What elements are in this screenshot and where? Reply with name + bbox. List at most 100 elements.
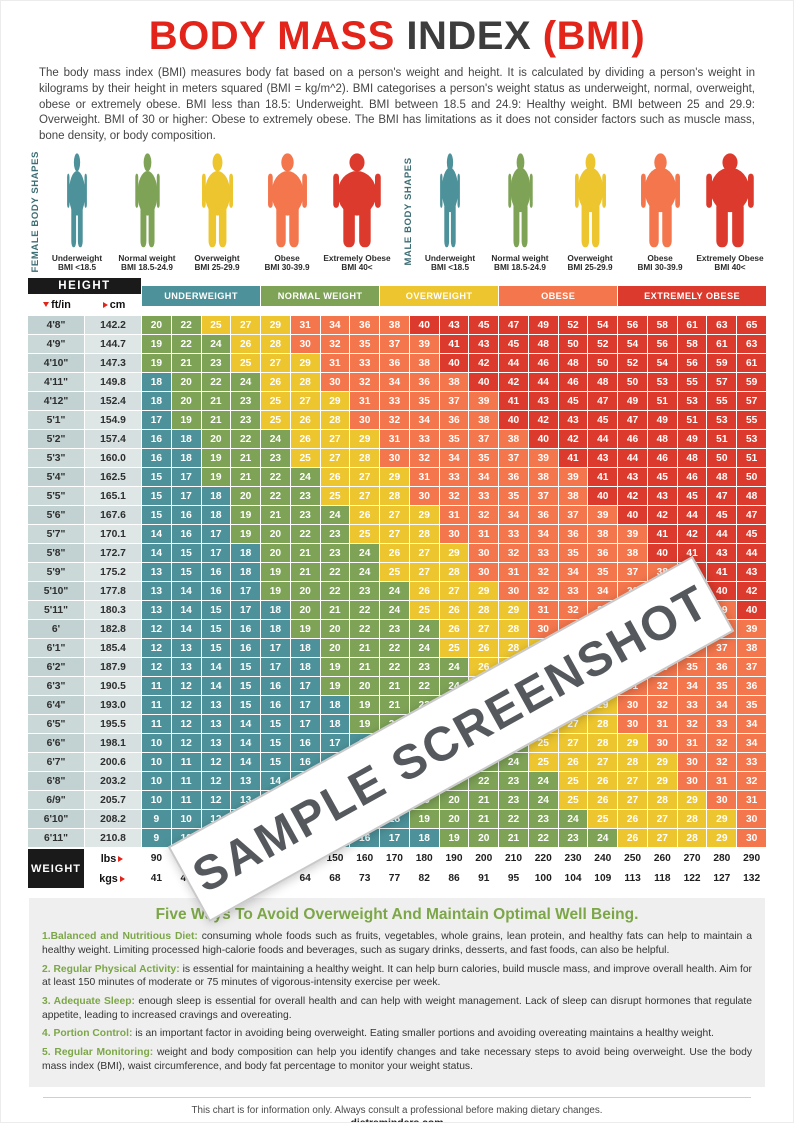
bmi-value-cell: 24 bbox=[439, 658, 469, 677]
male-figure-normal-weight: Normal weight BMI 18.5-24.9 bbox=[485, 153, 555, 272]
female-silhouette-icon bbox=[267, 153, 307, 248]
bmi-value-cell: 11 bbox=[171, 772, 201, 791]
bmi-value-cell: 32 bbox=[469, 506, 499, 525]
bmi-value-cell: 27 bbox=[320, 430, 350, 449]
bmi-value-cell: 21 bbox=[231, 468, 261, 487]
bmi-value-cell: 49 bbox=[618, 392, 647, 411]
bmi-value-cell: 24 bbox=[261, 430, 290, 449]
female-body-shapes-panel: FEMALE BODY SHAPES Underweight BMI <18.5 N… bbox=[29, 151, 392, 272]
bmi-value-cell: 26 bbox=[290, 411, 320, 430]
figure-bmi-range: BMI 40< bbox=[341, 263, 373, 273]
bmi-value-cell: 45 bbox=[707, 506, 737, 525]
bmi-value-cell: 45 bbox=[469, 316, 499, 335]
bmi-value-cell: 27 bbox=[439, 582, 469, 601]
bmi-value-cell: 57 bbox=[737, 392, 766, 411]
bmi-value-cell: 30 bbox=[439, 525, 469, 544]
tips-heading: Five Ways To Avoid Overweight And Mainta… bbox=[155, 906, 639, 924]
bmi-value-cell: 33 bbox=[439, 468, 469, 487]
bmi-value-cell: 30 bbox=[618, 696, 647, 715]
bmi-value-cell: 46 bbox=[618, 430, 647, 449]
bmi-value-cell: 18 bbox=[320, 715, 350, 734]
bmi-value-cell: 54 bbox=[588, 316, 618, 335]
bmi-value-cell: 53 bbox=[707, 411, 737, 430]
bmi-value-cell: 48 bbox=[528, 335, 558, 354]
bmi-value-cell: 21 bbox=[350, 639, 380, 658]
bmi-value-cell: 23 bbox=[201, 354, 231, 373]
bmi-value-cell: 14 bbox=[231, 734, 261, 753]
bmi-value-cell: 52 bbox=[558, 316, 588, 335]
tip-item-5: 5. Regular Monitoring: weight and body c… bbox=[42, 1046, 752, 1073]
height-ftin-cell: 4'10" bbox=[28, 354, 84, 373]
height-ftin-cell: 4'9" bbox=[28, 335, 84, 354]
bmi-value-cell: 28 bbox=[439, 563, 469, 582]
bmi-value-cell: 18 bbox=[142, 392, 171, 411]
bmi-value-cell: 32 bbox=[409, 449, 439, 468]
bmi-value-cell: 53 bbox=[677, 392, 707, 411]
height-ftin-cell: 5'2" bbox=[28, 430, 84, 449]
bmi-value-cell: 25 bbox=[409, 601, 439, 620]
bmi-value-cell: 47 bbox=[618, 411, 647, 430]
bmi-value-cell: 10 bbox=[171, 810, 201, 829]
bmi-value-cell: 17 bbox=[380, 829, 409, 848]
height-cm-cell: 165.1 bbox=[85, 487, 141, 506]
weight-lbs-cell: 210 bbox=[499, 849, 528, 869]
height-ftin-cell: 6'7" bbox=[28, 753, 84, 772]
bmi-value-cell: 47 bbox=[499, 316, 528, 335]
bmi-value-cell: 28 bbox=[618, 753, 647, 772]
tip-text: is an important factor in avoiding being… bbox=[132, 1028, 714, 1040]
bmi-value-cell: 29 bbox=[350, 430, 380, 449]
male-figure-underweight: Underweight BMI <18.5 bbox=[415, 153, 485, 272]
bmi-value-cell: 22 bbox=[499, 810, 528, 829]
bmi-value-cell: 29 bbox=[618, 734, 647, 753]
bmi-value-cell: 17 bbox=[201, 525, 231, 544]
height-ftin-cell: 6'11" bbox=[28, 829, 84, 848]
bmi-value-cell: 35 bbox=[558, 544, 588, 563]
ftin-column-header: ft/in bbox=[28, 295, 84, 315]
weight-lbs-cell: 220 bbox=[528, 849, 558, 869]
bmi-value-cell: 28 bbox=[350, 449, 380, 468]
weight-lbs-cell: 90 bbox=[142, 849, 171, 869]
height-ftin-cell: 6'3" bbox=[28, 677, 84, 696]
weight-kgs-cell: 95 bbox=[499, 869, 528, 889]
bmi-value-cell: 24 bbox=[588, 829, 618, 848]
male-figure-overweight: Overweight BMI 25-29.9 bbox=[555, 153, 625, 272]
weight-kgs-cell: 113 bbox=[618, 869, 647, 889]
bmi-value-cell: 52 bbox=[618, 354, 647, 373]
bmi-value-cell: 20 bbox=[439, 810, 469, 829]
bmi-value-cell: 43 bbox=[737, 563, 766, 582]
bmi-value-cell: 12 bbox=[171, 734, 201, 753]
bmi-value-cell: 14 bbox=[231, 715, 261, 734]
bmi-value-cell: 18 bbox=[290, 639, 320, 658]
weight-lbs-cell: 180 bbox=[409, 849, 439, 869]
weight-lbs-cell: 270 bbox=[677, 849, 707, 869]
bmi-value-cell: 26 bbox=[558, 753, 588, 772]
bmi-value-cell: 24 bbox=[409, 639, 439, 658]
bmi-value-cell: 50 bbox=[707, 449, 737, 468]
height-header: HEIGHT bbox=[28, 278, 141, 295]
bmi-value-cell: 34 bbox=[677, 677, 707, 696]
bmi-value-cell: 23 bbox=[499, 772, 528, 791]
bmi-value-cell: 23 bbox=[380, 620, 409, 639]
bmi-value-cell: 26 bbox=[380, 544, 409, 563]
weight-lbs-cell: 190 bbox=[439, 849, 469, 869]
bmi-value-cell: 25 bbox=[528, 753, 558, 772]
bmi-value-cell: 50 bbox=[588, 354, 618, 373]
bmi-value-cell: 22 bbox=[171, 316, 201, 335]
male-silhouette-icon bbox=[574, 153, 606, 248]
bmi-value-cell: 27 bbox=[350, 487, 380, 506]
bmi-value-cell: 48 bbox=[737, 487, 766, 506]
female-panel-label: FEMALE BODY SHAPES bbox=[30, 150, 41, 273]
male-silhouette-icon bbox=[706, 153, 754, 248]
bmi-value-cell: 32 bbox=[528, 582, 558, 601]
height-ftin-cell: 5'4" bbox=[28, 468, 84, 487]
height-ftin-cell: 5'11" bbox=[28, 601, 84, 620]
height-cm-cell: 205.7 bbox=[85, 791, 141, 810]
bmi-value-cell: 37 bbox=[558, 506, 588, 525]
bmi-value-cell: 33 bbox=[499, 525, 528, 544]
bmi-value-cell: 31 bbox=[439, 506, 469, 525]
bmi-value-cell: 15 bbox=[142, 506, 171, 525]
figure-category-label: Normal weight bbox=[491, 253, 549, 264]
tip-item-3: 3. Adequate Sleep: enough sleep is essen… bbox=[42, 995, 752, 1022]
bmi-value-cell: 10 bbox=[142, 753, 171, 772]
tip-text: weight and body composition can help you… bbox=[42, 1047, 752, 1072]
